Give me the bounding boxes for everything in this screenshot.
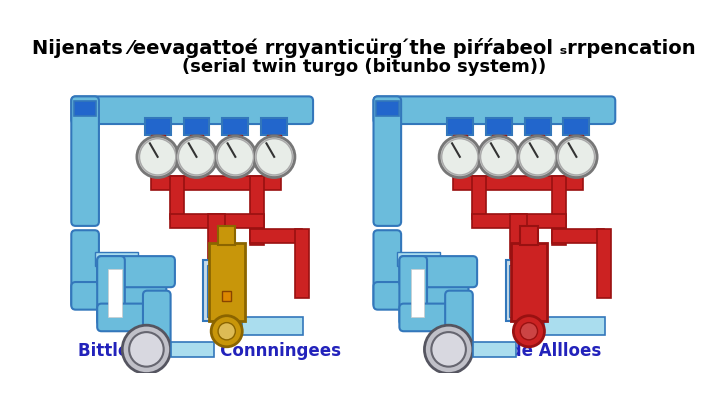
Circle shape [175,136,217,178]
Bar [506,260,535,321]
Circle shape [122,325,170,374]
Bar [510,214,527,299]
Circle shape [442,139,478,175]
FancyBboxPatch shape [71,230,99,308]
Circle shape [211,316,242,347]
Circle shape [439,136,480,178]
FancyBboxPatch shape [400,304,469,331]
Bar [569,135,583,149]
FancyBboxPatch shape [98,256,175,287]
FancyBboxPatch shape [400,256,477,287]
Circle shape [478,136,519,178]
Bar [376,101,398,116]
Bar [511,243,547,321]
Bar [207,214,225,299]
Circle shape [432,332,466,367]
Bar [222,291,231,301]
Circle shape [217,139,253,175]
Text: Resulattrde Allloes: Resulattrde Allloes [422,342,601,360]
Bar [74,101,96,116]
Bar [108,269,122,316]
Bar [553,229,604,243]
Circle shape [480,139,517,175]
Bar [145,118,170,135]
Bar [509,265,531,316]
Bar [242,318,303,335]
FancyBboxPatch shape [400,256,427,325]
Circle shape [513,316,545,347]
Bar [545,318,605,335]
Bar [447,118,472,135]
Bar [486,118,512,135]
Circle shape [558,139,595,175]
FancyBboxPatch shape [98,304,166,331]
Circle shape [218,323,235,340]
FancyBboxPatch shape [71,96,99,226]
Circle shape [215,136,256,178]
Circle shape [424,325,472,374]
Bar [151,135,165,149]
Bar [261,118,287,135]
Bar [492,135,506,149]
FancyBboxPatch shape [71,282,166,310]
Circle shape [137,136,178,178]
Bar [453,176,583,190]
FancyBboxPatch shape [98,256,124,325]
Text: (serial twin turgo (bitunbo system)): (serial twin turgo (bitunbo system)) [182,58,546,76]
FancyBboxPatch shape [373,282,469,310]
Bar [267,135,281,149]
Bar [250,229,302,243]
FancyBboxPatch shape [373,230,401,308]
FancyBboxPatch shape [71,96,313,124]
Circle shape [140,139,175,175]
Bar [472,176,486,219]
Circle shape [256,139,293,175]
Circle shape [555,136,597,178]
Bar [209,243,245,321]
Bar [218,226,235,245]
Bar [250,176,264,245]
Bar [525,118,550,135]
Circle shape [519,139,555,175]
Bar [229,135,242,149]
FancyBboxPatch shape [445,291,472,347]
Bar [183,118,210,135]
Circle shape [129,332,164,367]
Bar [397,252,440,266]
Bar [472,342,516,357]
Text: Bittles System Connningees: Bittles System Connningees [78,342,341,360]
FancyBboxPatch shape [373,96,401,226]
Bar [189,135,203,149]
Bar [411,269,424,316]
FancyBboxPatch shape [143,291,170,347]
Bar [553,176,566,245]
Bar [151,176,281,190]
Text: Nijenats ⁄eevagattoé rrgyanticürg ́the piŕŕabeol ₛrrpencation: Nijenats ⁄eevagattoé rrgyanticürg ́the… [32,38,696,58]
Bar [170,176,183,219]
Circle shape [253,136,295,178]
Bar [521,226,537,245]
Circle shape [521,323,537,340]
FancyBboxPatch shape [373,96,615,124]
Bar [453,135,467,149]
Bar [563,118,590,135]
Bar [597,229,611,298]
Circle shape [517,136,558,178]
Bar [170,342,214,357]
Bar [531,135,545,149]
Bar [207,265,229,316]
Bar [472,214,566,228]
Bar [170,214,264,228]
Bar [203,260,233,321]
Bar [95,252,138,266]
Circle shape [178,139,215,175]
Bar [295,229,309,298]
Bar [222,118,248,135]
